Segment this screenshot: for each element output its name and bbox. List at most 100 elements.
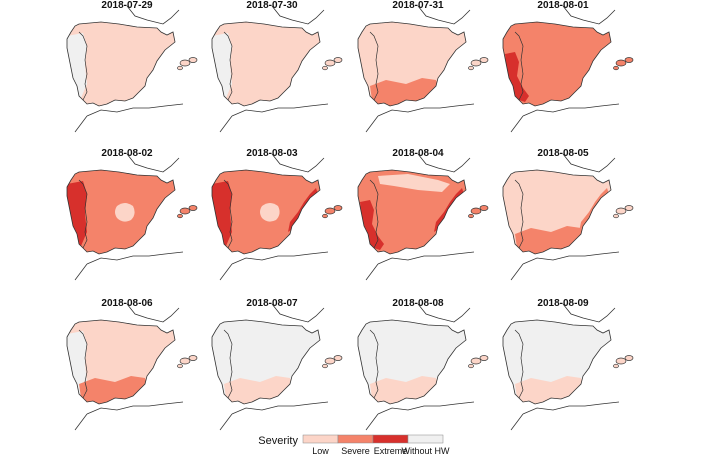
- morocco-coast: [219, 115, 233, 133]
- africa-coast: [377, 103, 475, 117]
- morocco-coast: [219, 413, 233, 431]
- morocco-coast: [74, 413, 88, 431]
- panel-date-title: 2018-07-30: [246, 0, 298, 11]
- balearic-island: [179, 59, 191, 67]
- legend-swatch-extreme: [372, 434, 409, 444]
- france-border: [271, 153, 325, 173]
- africa-coast: [377, 401, 475, 415]
- map-panel: 2018-08-02: [66, 148, 198, 281]
- france-border: [271, 303, 325, 323]
- panel-date-title: 2018-08-08: [392, 298, 444, 309]
- portugal-border: [514, 31, 524, 101]
- balearic-island: [324, 357, 336, 365]
- balearic-island: [468, 65, 474, 71]
- morocco-coast: [74, 263, 88, 281]
- morocco-coast: [365, 115, 379, 133]
- balearic-island: [615, 357, 627, 365]
- africa-coast: [522, 103, 620, 117]
- morocco-coast: [219, 263, 233, 281]
- balearic-island: [322, 65, 328, 71]
- balearic-island: [324, 207, 336, 215]
- map-panel: 2018-07-29: [66, 0, 198, 133]
- france-border: [417, 153, 471, 173]
- legend-title: Severity: [258, 435, 298, 447]
- balearic-island: [177, 65, 183, 71]
- africa-coast: [86, 103, 184, 117]
- balearic-island: [188, 355, 198, 361]
- morocco-coast: [74, 115, 88, 133]
- portugal-border: [514, 179, 524, 249]
- balearic-island: [479, 205, 489, 211]
- panel-date-title: 2018-07-31: [392, 0, 444, 11]
- map-panel: 2018-08-04: [357, 148, 489, 281]
- portugal-border: [223, 31, 233, 101]
- balearic-island: [333, 205, 343, 211]
- balearic-island: [615, 207, 627, 215]
- balearic-island: [322, 213, 328, 219]
- balearic-island: [177, 213, 183, 219]
- balearic-island: [613, 363, 619, 369]
- france-border: [562, 5, 616, 25]
- panel-date-title: 2018-08-03: [246, 148, 298, 159]
- france-border: [271, 5, 325, 25]
- france-border: [562, 303, 616, 323]
- legend-swatch-none: [407, 434, 444, 444]
- map-panel: 2018-07-31: [357, 0, 489, 133]
- africa-coast: [522, 401, 620, 415]
- portugal-border: [78, 329, 88, 399]
- portugal-border: [514, 329, 524, 399]
- africa-coast: [231, 251, 329, 265]
- france-border: [126, 303, 180, 323]
- map-panel: 2018-08-03: [211, 148, 343, 281]
- panel-date-title: 2018-08-04: [392, 148, 444, 159]
- africa-coast: [86, 401, 184, 415]
- balearic-island: [624, 57, 634, 63]
- balearic-island: [613, 213, 619, 219]
- france-border: [417, 303, 471, 323]
- severity-region: [212, 33, 232, 100]
- portugal-border: [78, 179, 88, 249]
- map-panel: 2018-08-07: [211, 298, 343, 431]
- morocco-coast: [510, 263, 524, 281]
- balearic-island: [468, 363, 474, 369]
- map-panel: 2018-07-30: [211, 0, 343, 133]
- portugal-border: [369, 31, 379, 101]
- severity-region: [67, 33, 87, 100]
- africa-coast: [231, 103, 329, 117]
- portugal-border: [78, 31, 88, 101]
- morocco-coast: [510, 413, 524, 431]
- portugal-border: [369, 179, 379, 249]
- africa-coast: [86, 251, 184, 265]
- balearic-island: [613, 65, 619, 71]
- balearic-island: [322, 363, 328, 369]
- balearic-island: [333, 355, 343, 361]
- legend-label-none: Without HW: [401, 446, 450, 456]
- balearic-island: [179, 207, 191, 215]
- balearic-island: [479, 57, 489, 63]
- balearic-island: [468, 213, 474, 219]
- balearic-island: [188, 205, 198, 211]
- balearic-island: [470, 59, 482, 67]
- severity-region: [115, 203, 135, 222]
- panel-date-title: 2018-08-07: [246, 298, 298, 309]
- portugal-border: [223, 329, 233, 399]
- africa-coast: [522, 251, 620, 265]
- balearic-island: [324, 59, 336, 67]
- balearic-island: [624, 205, 634, 211]
- map-panel: 2018-08-01: [502, 0, 634, 133]
- france-border: [562, 153, 616, 173]
- balearic-island: [179, 357, 191, 365]
- portugal-border: [369, 329, 379, 399]
- legend-label-extreme: Extreme: [374, 446, 408, 456]
- panel-date-title: 2018-08-05: [537, 148, 589, 159]
- balearic-island: [470, 357, 482, 365]
- balearic-island: [333, 57, 343, 63]
- balearic-island: [177, 363, 183, 369]
- severity-region: [212, 181, 232, 248]
- africa-coast: [231, 401, 329, 415]
- balearic-island: [470, 207, 482, 215]
- morocco-coast: [365, 413, 379, 431]
